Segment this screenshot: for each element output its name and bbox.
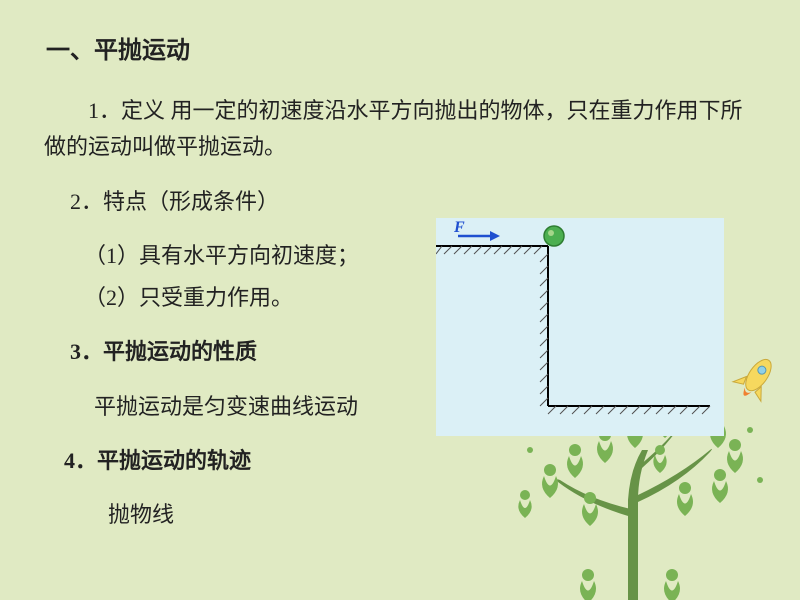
section-title: 一、平抛运动 [46,30,760,65]
features-heading: 2．特点（形成条件） [70,184,760,220]
nature-text: 平抛运动是匀变速曲线运动 [94,389,760,425]
feature-2: （2）只受重力作用。 [84,280,760,316]
trajectory-text: 抛物线 [108,497,760,533]
nature-heading: 3．平抛运动的性质 [70,334,760,370]
definition-paragraph: 1．定义 用一定的初速度沿水平方向抛出的物体，只在重力作用下所做的运动叫做平抛运… [44,93,760,166]
feature-1: （1）具有水平方向初速度； [84,238,760,274]
trajectory-heading: 4．平抛运动的轨迹 [64,443,760,479]
